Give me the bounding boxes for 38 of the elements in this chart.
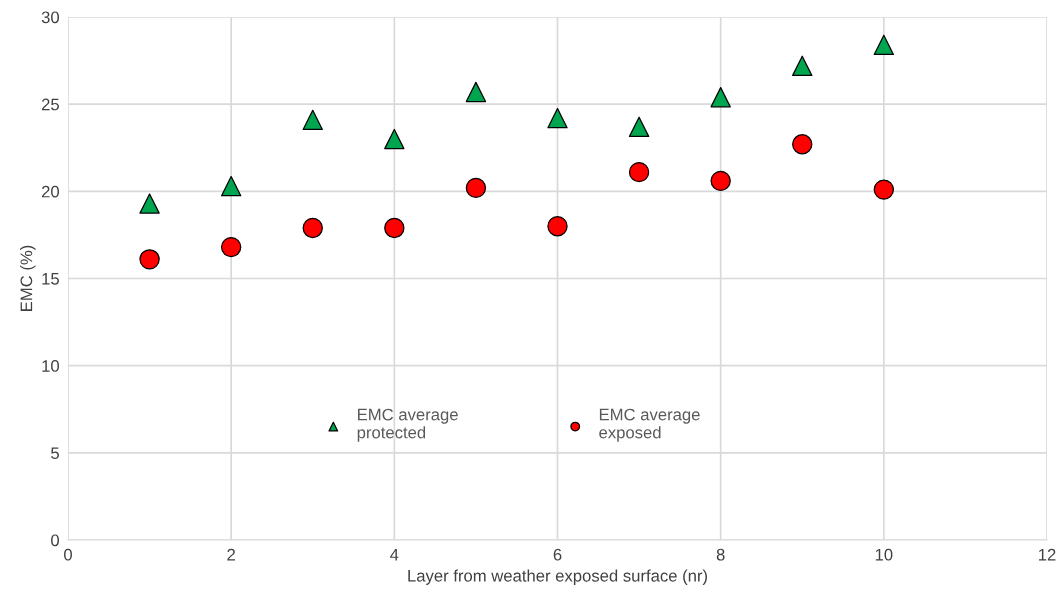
point [628, 116, 650, 138]
x-axis-title: Layer from weather exposed surface (nr) [408, 569, 708, 585]
x-tick-label: 4 [390, 548, 399, 561]
legend-label: EMC average protected [357, 408, 458, 442]
point [710, 86, 731, 108]
x-tick-label: 0 [64, 548, 72, 561]
point [465, 177, 487, 199]
point [139, 193, 160, 214]
point [873, 179, 895, 200]
y-tick-label: 25 [41, 98, 59, 111]
point [302, 217, 323, 239]
point [384, 217, 405, 239]
point [547, 216, 568, 237]
y-tick-label: 0 [51, 534, 60, 547]
y-axis-title: EMC (%) [20, 245, 36, 311]
y-tick-label: 10 [42, 360, 60, 372]
y-tick-label: 20 [41, 185, 60, 198]
point [465, 81, 487, 103]
x-tick-label: 2 [227, 548, 235, 561]
legend-label: EMC average exposed [599, 408, 700, 442]
y-tick-label: 30 [41, 11, 60, 24]
point [873, 34, 895, 56]
x-tick-label: 8 [716, 548, 725, 561]
x-tick-label: 10 [875, 548, 893, 561]
point [302, 109, 323, 131]
point [710, 170, 731, 192]
point [220, 236, 242, 258]
y-tick-label: 5 [51, 447, 59, 460]
y-tick-label: 15 [42, 273, 59, 285]
point [792, 134, 813, 155]
point [547, 107, 568, 129]
point [628, 161, 650, 183]
point [220, 175, 242, 197]
x-tick-label: 12 [1039, 548, 1056, 561]
point [384, 128, 405, 150]
x-tick-label: 6 [553, 548, 562, 561]
point [139, 249, 160, 270]
point [792, 55, 813, 77]
